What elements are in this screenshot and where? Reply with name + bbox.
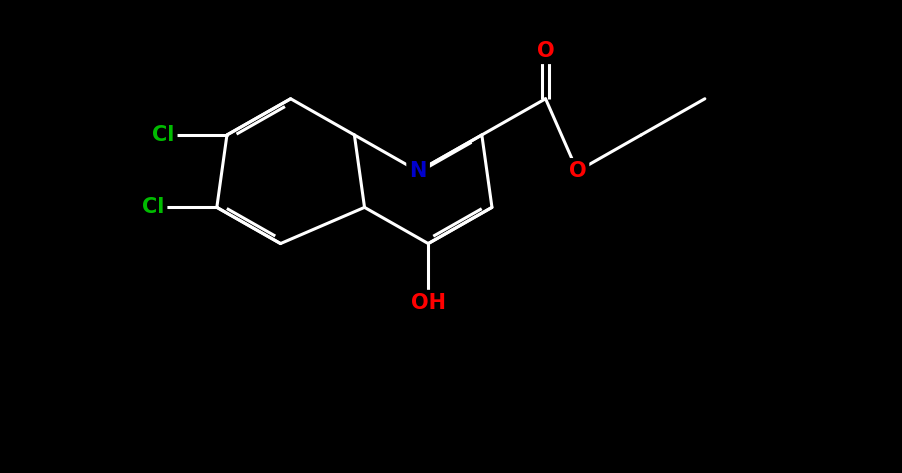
Text: Cl: Cl xyxy=(152,125,174,145)
Text: OH: OH xyxy=(410,293,446,313)
Text: Cl: Cl xyxy=(142,197,164,218)
Text: O: O xyxy=(568,161,586,181)
Text: O: O xyxy=(537,41,555,61)
Text: N: N xyxy=(410,161,427,181)
